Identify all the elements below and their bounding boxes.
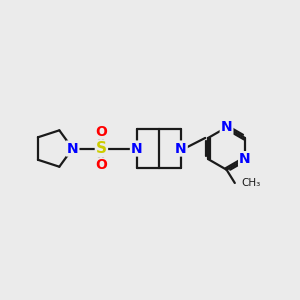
Text: S: S [96,141,107,156]
Text: O: O [95,125,107,139]
Text: N: N [67,142,78,155]
Text: O: O [95,158,107,172]
Text: N: N [221,120,232,134]
Text: N: N [131,142,142,155]
Text: N: N [239,152,251,166]
Text: N: N [175,142,187,155]
Text: CH₃: CH₃ [241,178,260,188]
